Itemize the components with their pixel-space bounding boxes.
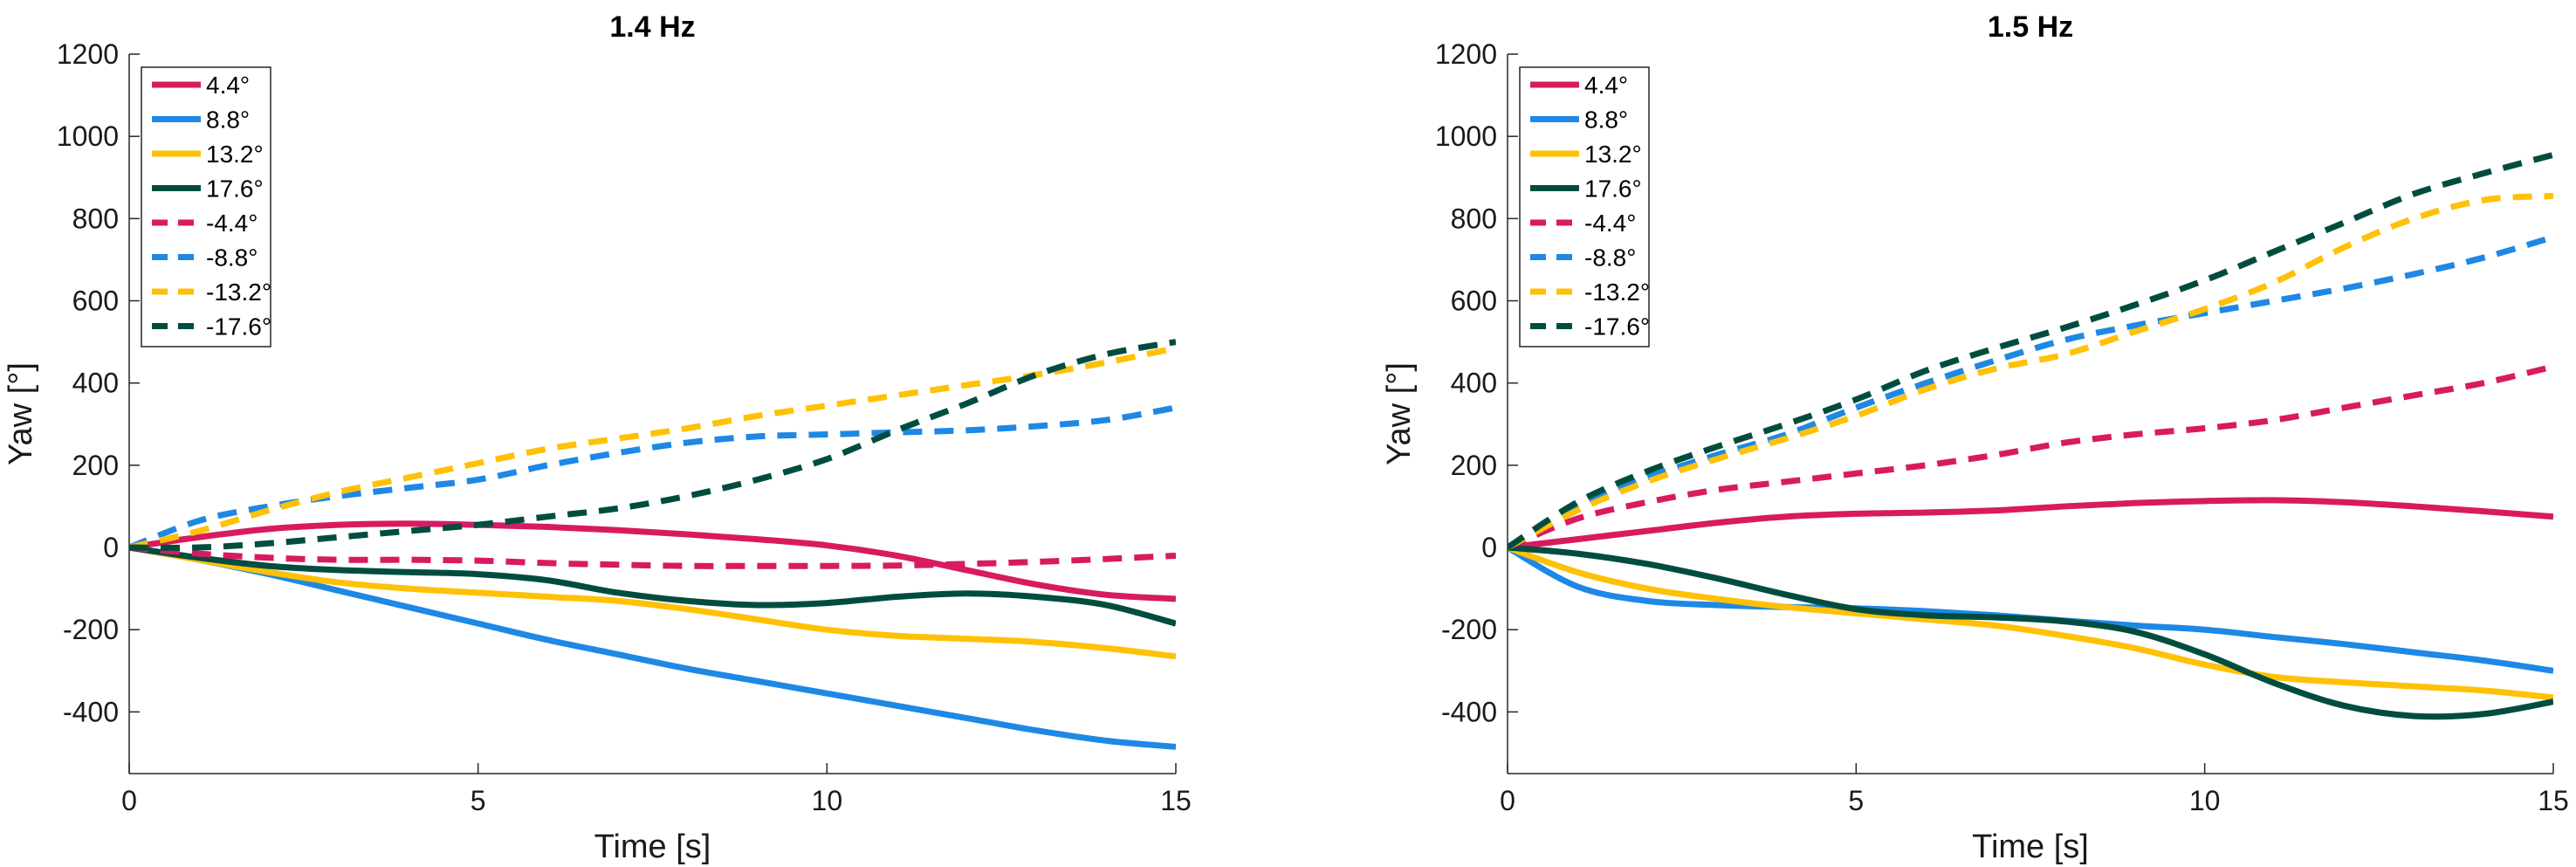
- chart-2: 1.5 Hz 0 5 10 15 -400 -200 0 200 400 600 800 1000 120…: [1381, 10, 2569, 865]
- y-tick-label: 1200: [57, 38, 119, 70]
- x-axis-label: Time [s]: [594, 829, 711, 865]
- y-tick-label: 200: [72, 450, 119, 481]
- y-tick-label: 400: [1451, 368, 1497, 399]
- y-tick-label: -400: [1441, 696, 1497, 727]
- legend-label: 4.4°: [206, 72, 250, 99]
- series-group: [129, 339, 1176, 750]
- legend: 4.4° 8.8° 13.2° 17.6° -4.4° -8.8° -13.2° -17.6°: [1519, 66, 1650, 347]
- legend-label: -4.4°: [1584, 210, 1636, 237]
- legend-label: -8.8°: [1584, 244, 1636, 272]
- y-tick-label: 1200: [1435, 38, 1497, 70]
- x-tick-label: 0: [1500, 785, 1515, 816]
- series-line-5: [129, 544, 1176, 569]
- series-line-6: [1508, 234, 2553, 551]
- series-line-2: [129, 544, 1176, 750]
- legend-label: -8.8°: [206, 244, 258, 272]
- x-tick-label: 5: [471, 785, 486, 816]
- legend-label: 17.6°: [206, 175, 264, 203]
- legend-label: 13.2°: [206, 141, 264, 168]
- y-tick-label: 800: [72, 203, 119, 234]
- y-tick-label: 400: [72, 368, 119, 399]
- series-line-8: [1508, 151, 2553, 550]
- series-line-3: [1508, 544, 2553, 701]
- x-tick-label: 15: [1160, 785, 1192, 816]
- y-tick-label: -200: [1441, 614, 1497, 645]
- legend-label: -13.2°: [1584, 279, 1650, 306]
- y-tick-label: 200: [1451, 450, 1497, 481]
- y-tick-label: -200: [63, 614, 119, 645]
- y-tick-label: 600: [72, 286, 119, 317]
- series-line-7: [129, 345, 1176, 551]
- y-tick-label: 0: [1481, 532, 1497, 563]
- series-line-3: [129, 544, 1176, 660]
- legend-box: [1519, 66, 1650, 347]
- series-line-1: [129, 520, 1176, 602]
- legend-label: -17.6°: [1584, 313, 1650, 341]
- series-line-1: [1508, 497, 2553, 551]
- legend-box: [141, 66, 271, 347]
- series-line-4: [129, 544, 1176, 627]
- series-group: [1508, 151, 2553, 720]
- chart-1: 1.4 Hz 0 5 10 15 -400 -200 0 200 400 600 800 1000 120…: [3, 10, 1192, 865]
- series-line-7: [1508, 192, 2553, 551]
- legend-label: 13.2°: [1584, 141, 1642, 168]
- x-tick-label: 10: [812, 785, 843, 816]
- x-tick-label: 15: [2538, 785, 2569, 816]
- chart-title: 1.4 Hz: [609, 10, 695, 44]
- y-tick-label: -400: [63, 696, 119, 727]
- legend-label: -13.2°: [206, 279, 271, 306]
- legend-label: 4.4°: [1584, 72, 1628, 99]
- legend-label: -4.4°: [206, 210, 258, 237]
- legend: 4.4° 8.8° 13.2° 17.6° -4.4° -8.8° -13.2° -17.6°: [141, 66, 271, 347]
- legend-label: 8.8°: [206, 107, 250, 134]
- legend-label: -17.6°: [206, 313, 271, 341]
- x-tick-label: 5: [1848, 785, 1864, 816]
- series-line-8: [129, 339, 1176, 551]
- y-axis-label: Yaw [°]: [3, 362, 39, 465]
- y-tick-label: 600: [1451, 286, 1497, 317]
- x-tick-label: 0: [121, 785, 137, 816]
- y-tick-label: 1000: [1435, 120, 1497, 152]
- y-tick-label: 800: [1451, 203, 1497, 234]
- series-line-4: [1508, 544, 2553, 720]
- y-tick-label: 1000: [57, 120, 119, 152]
- legend-label: 17.6°: [1584, 175, 1642, 203]
- chart-title: 1.5 Hz: [1988, 10, 2073, 44]
- series-line-5: [1508, 363, 2553, 551]
- legend-label: 8.8°: [1584, 107, 1628, 134]
- y-tick-label: 0: [103, 532, 119, 563]
- x-tick-label: 10: [2189, 785, 2221, 816]
- x-axis-label: Time [s]: [1972, 829, 2089, 865]
- y-axis-label: Yaw [°]: [1381, 362, 1418, 465]
